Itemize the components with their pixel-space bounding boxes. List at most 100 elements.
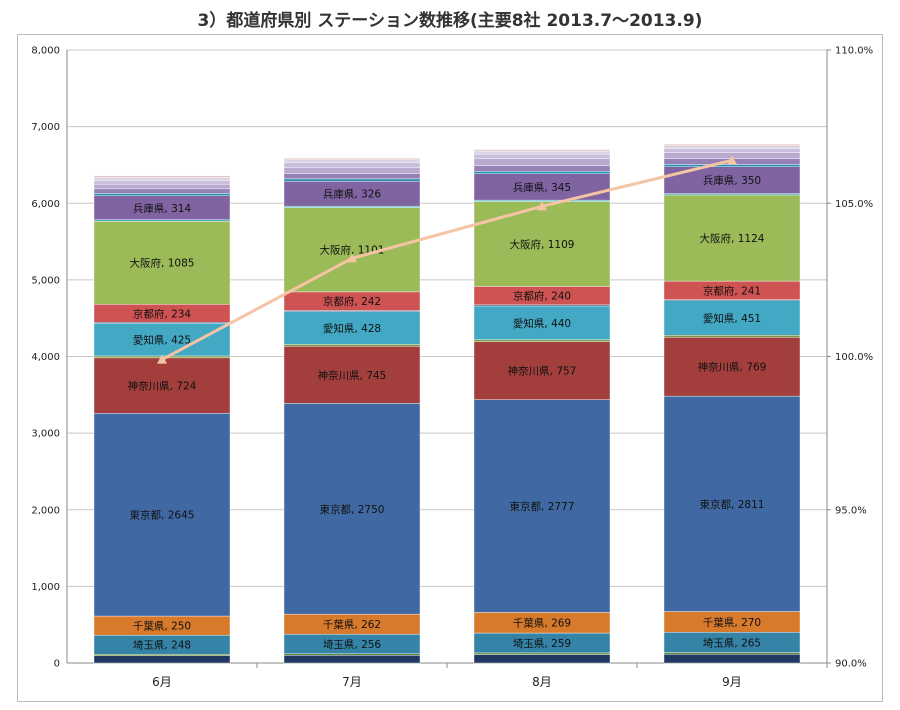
segment-label: 愛知県, 425 (133, 334, 191, 347)
bar-segment (473, 305, 611, 340)
bar-segment (663, 335, 801, 338)
bar-segment (283, 346, 421, 404)
bar-stack: 埼玉県, 256 千葉県, 262 東京都, 2750 神奈川県, 745 愛知県, 4… (283, 157, 421, 664)
segment-label: 埼玉県, 259 (513, 637, 571, 650)
bar-segment (93, 219, 231, 222)
bar-segment (283, 157, 421, 160)
bar-segment (93, 357, 231, 414)
bar-segment (663, 652, 801, 655)
bar-segment (473, 149, 611, 152)
bar-stack: 埼玉県, 259 千葉県, 269 東京都, 2777 神奈川県, 757 愛知県, 4… (473, 149, 611, 664)
left-tick-label: 5,000 (31, 275, 60, 286)
left-tick-label: 8,000 (31, 46, 60, 57)
segment-label: 埼玉県, 248 (133, 639, 191, 652)
segment-label: 京都府, 240 (513, 290, 571, 303)
bar-segment (473, 171, 611, 174)
segment-label: 兵庫県, 350 (703, 174, 761, 187)
right-tick-label: 110.0% (835, 46, 873, 57)
segment-label: 神奈川県, 757 (508, 365, 577, 378)
bar-segment (283, 180, 421, 207)
segment-label: 愛知県, 451 (703, 312, 761, 325)
bar-segment (663, 164, 801, 167)
left-axis-ticks: 0 1,000 2,000 3,000 4,000 5,000 6,000 7,000 8,00… (31, 46, 60, 670)
segment-label: 千葉県, 250 (133, 620, 191, 633)
bar-segment (93, 653, 231, 656)
segment-label: 埼玉県, 256 (323, 638, 382, 651)
bar-segment (93, 188, 231, 194)
bar-segment (93, 175, 231, 178)
bar-segment (473, 339, 611, 342)
bar-segment (93, 184, 231, 190)
bar-segment (283, 167, 421, 174)
trend-line-point (347, 253, 357, 263)
bar-segment (663, 148, 801, 153)
category-labels: 6月 7月 8月 9月 (152, 663, 828, 689)
bar-segment (663, 145, 801, 149)
bar-segment (283, 159, 421, 163)
segment-label: 東京都, 2645 (130, 509, 195, 522)
trend-line-point (727, 155, 737, 165)
trend-line (157, 155, 737, 364)
right-tick-label: 105.0% (835, 199, 873, 210)
category-label: 9月 (722, 675, 742, 689)
segment-label: 兵庫県, 345 (513, 181, 571, 194)
chart-frame (17, 34, 883, 702)
bar-segment (473, 199, 611, 202)
bar-segment (93, 413, 231, 617)
bar-segment (283, 173, 421, 180)
bar-segment (283, 311, 421, 345)
segment-label: 埼玉県, 265 (703, 636, 761, 649)
left-tick-label: 1,000 (31, 582, 60, 593)
segment-label: 京都府, 241 (703, 284, 761, 297)
segment-label: 京都府, 242 (323, 295, 381, 308)
chart-title: 3）都道府県別 ステーション数推移(主要8社 2013.7～2013.9) (197, 11, 703, 31)
segment-label: 兵庫県, 326 (323, 188, 382, 201)
bar-segment (93, 195, 231, 221)
bar-segment (663, 193, 801, 196)
trend-line-path (161, 158, 733, 361)
bar-segment (283, 655, 421, 664)
bar-segment (283, 403, 421, 615)
trend-line-point (537, 201, 547, 211)
bar-segment (663, 395, 801, 612)
segment-label: 大阪府, 1109 (510, 238, 575, 251)
bar-segment (93, 220, 231, 305)
segment-label: 愛知県, 428 (323, 322, 381, 335)
left-tick-label: 7,000 (31, 122, 60, 133)
bar-segment (283, 207, 421, 293)
bar-segment (283, 344, 421, 347)
segment-label: 東京都, 2777 (510, 500, 575, 513)
bar-segment (93, 193, 231, 196)
bar-segment (93, 180, 231, 185)
bar-segment (473, 158, 611, 166)
category-label: 8月 (532, 675, 552, 689)
bar-stack: 埼玉県, 248 千葉県, 250 東京都, 2645 神奈川県, 724 愛知県, 4… (93, 175, 231, 664)
bar-segment (663, 653, 801, 664)
bar-segment (473, 652, 611, 655)
right-axis-ticks: 90.0% 95.0% 100.0% 105.0% 110.0% (827, 46, 873, 670)
right-tick-label: 95.0% (835, 505, 867, 516)
bar-segment (93, 655, 231, 664)
segment-label: 兵庫県, 314 (133, 202, 192, 215)
right-tick-label: 90.0% (835, 659, 867, 670)
trend-line-point (157, 354, 167, 364)
bar-segment (663, 194, 801, 282)
bar-segment (473, 341, 611, 400)
segment-label: 千葉県, 270 (703, 616, 761, 629)
bar-segment (473, 150, 611, 155)
bars: 埼玉県, 248 千葉県, 250 東京都, 2645 神奈川県, 724 愛知県, 4… (93, 143, 801, 664)
segment-label: 大阪府, 1085 (130, 257, 195, 270)
segment-label: 神奈川県, 745 (318, 369, 387, 382)
bar-segment (473, 153, 611, 159)
bar-segment (473, 654, 611, 664)
bar-segment (473, 399, 611, 613)
segment-label: 大阪府, 1124 (700, 232, 765, 245)
left-tick-label: 0 (54, 659, 60, 670)
segment-label: 神奈川県, 724 (128, 380, 197, 393)
bar-segment (283, 205, 421, 208)
bar-segment (473, 173, 611, 201)
bar-segment (283, 178, 421, 182)
segment-label: 京都府, 234 (133, 307, 192, 320)
segment-label: 千葉県, 262 (323, 618, 381, 631)
